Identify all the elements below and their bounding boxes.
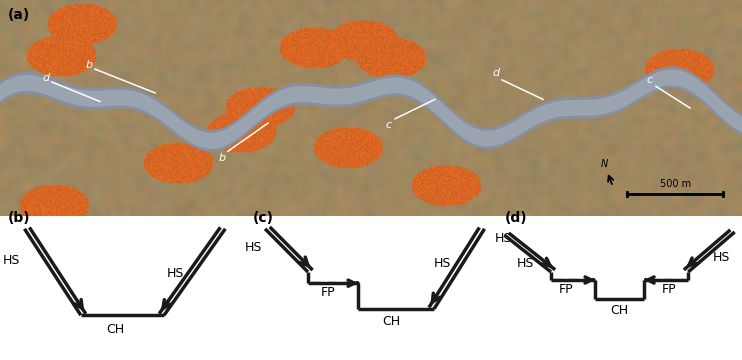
Text: HS: HS bbox=[712, 251, 730, 264]
Text: CH: CH bbox=[106, 323, 124, 336]
Text: CH: CH bbox=[382, 315, 400, 328]
Text: 500 m: 500 m bbox=[660, 179, 691, 189]
Text: FP: FP bbox=[559, 283, 573, 296]
Text: HS: HS bbox=[495, 231, 512, 244]
Text: HS: HS bbox=[2, 254, 20, 267]
Text: b: b bbox=[85, 60, 93, 70]
Text: HS: HS bbox=[166, 267, 184, 280]
Text: N: N bbox=[600, 159, 608, 169]
Text: d: d bbox=[42, 73, 50, 83]
Text: d: d bbox=[493, 68, 499, 78]
Text: CH: CH bbox=[611, 303, 628, 316]
Text: (c): (c) bbox=[252, 211, 274, 225]
Text: c: c bbox=[386, 120, 392, 130]
Text: HS: HS bbox=[516, 257, 534, 270]
Text: FP: FP bbox=[321, 286, 335, 299]
Text: HS: HS bbox=[434, 257, 451, 270]
Text: c: c bbox=[647, 75, 653, 85]
Text: (b): (b) bbox=[7, 211, 30, 225]
Text: b: b bbox=[218, 153, 226, 163]
Text: FP: FP bbox=[661, 283, 676, 296]
Text: (a): (a) bbox=[8, 8, 30, 22]
Text: (d): (d) bbox=[505, 211, 527, 225]
Text: HS: HS bbox=[245, 241, 262, 254]
